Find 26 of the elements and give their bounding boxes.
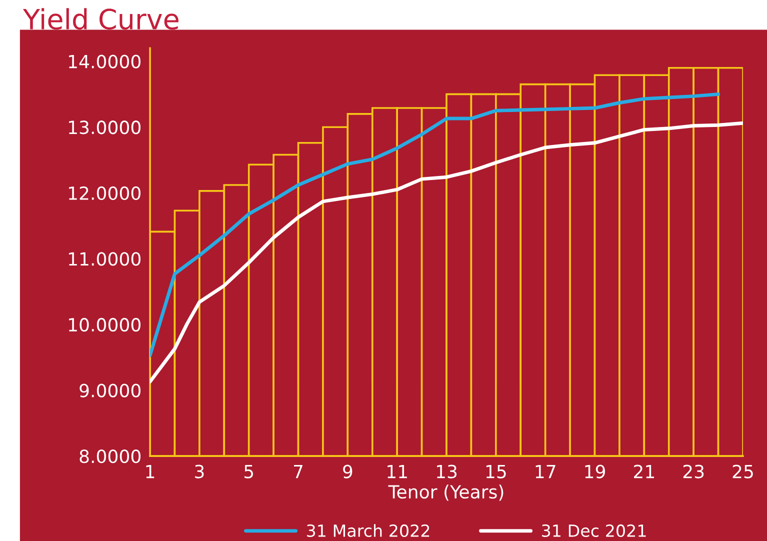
x-axis-title: Tenor (Years) (388, 484, 504, 501)
y-tick-label: 14.0000 (69, 54, 140, 68)
x-tick-label: 23 (683, 464, 704, 478)
x-tick-label: 19 (585, 464, 605, 478)
x-tick-label: 11 (388, 464, 407, 478)
y-tick-label: 12.0000 (69, 186, 140, 200)
x-tick-label: 25 (732, 464, 753, 478)
line-series (150, 92, 720, 358)
x-tick-label: 13 (437, 464, 457, 478)
x-tick-label: 21 (634, 464, 654, 478)
legend-label: 31 Dec 2021 (542, 524, 646, 537)
x-tick-label: 7 (294, 464, 302, 478)
y-tick-label: 13.0000 (69, 120, 140, 134)
x-tick-label: 5 (244, 464, 254, 478)
legend-label: 31 March 2022 (307, 524, 430, 537)
y-tick-label: 9.0000 (80, 384, 140, 398)
x-tick-label: 3 (195, 464, 204, 478)
y-tick-label: 10.0000 (69, 318, 140, 332)
x-tick-label: 17 (536, 464, 556, 478)
y-tick-label: 8.0000 (80, 450, 140, 464)
y-tick-label: 11.0000 (69, 252, 140, 266)
line-series (150, 121, 743, 384)
x-tick-label: 1 (146, 464, 154, 478)
x-tick-label: 15 (486, 464, 506, 478)
x-tick-label: 9 (343, 464, 352, 478)
chart-title: Yield Curve (22, 8, 178, 30)
